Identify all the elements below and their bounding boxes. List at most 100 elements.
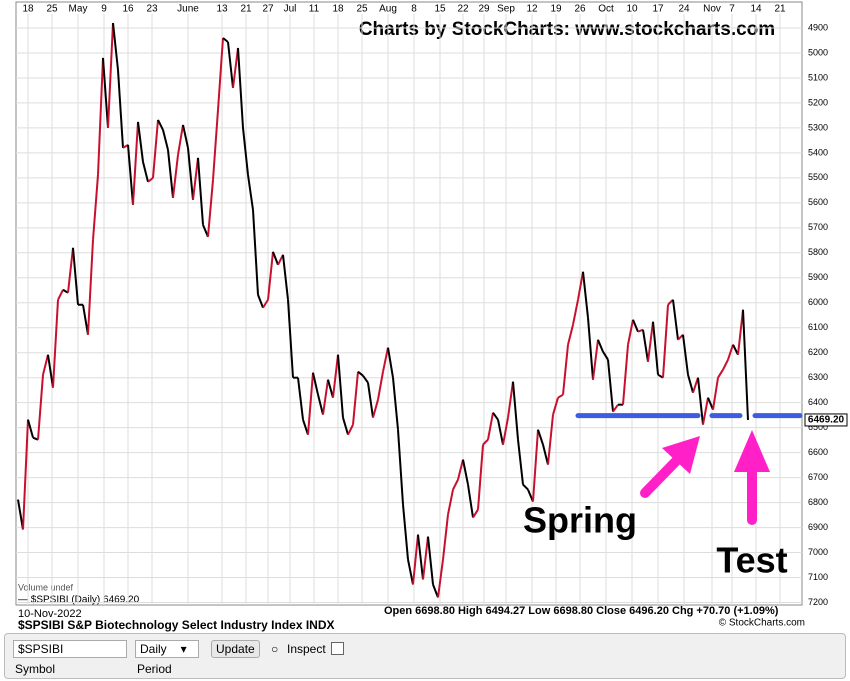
price-segment — [462, 459, 469, 485]
price-segment — [82, 304, 89, 335]
price-segment — [517, 439, 524, 485]
copyright: © StockCharts.com — [719, 618, 805, 629]
price-segment — [337, 354, 344, 418]
x-tick-label: 19 — [550, 4, 562, 15]
y-tick-label: 6500 — [808, 422, 828, 432]
price-segment — [357, 370, 364, 377]
price-segment — [147, 177, 154, 183]
price-segment — [352, 371, 359, 425]
y-tick-label: 6100 — [808, 322, 828, 332]
x-tick-label: 27 — [262, 4, 274, 15]
price-segment — [722, 359, 729, 371]
price-segment — [592, 339, 599, 380]
price-segment — [687, 374, 694, 393]
y-tick-label: 5600 — [808, 197, 828, 207]
price-segment — [387, 347, 394, 378]
price-segment — [242, 127, 249, 175]
chart: Charts by StockCharts: www.stockcharts.c… — [15, 1, 848, 632]
price-segment — [52, 299, 59, 388]
price-segment — [97, 57, 104, 175]
price-segment — [22, 419, 29, 530]
x-tick-label: 9 — [101, 4, 107, 15]
x-tick-label: 8 — [411, 4, 417, 15]
price-segment — [542, 444, 549, 465]
price-segment — [407, 559, 414, 585]
y-tick-label: 6600 — [808, 447, 828, 457]
price-segment — [632, 319, 639, 333]
price-segment — [457, 459, 464, 480]
price-segment — [232, 47, 239, 89]
x-tick-label: 11 — [309, 4, 320, 15]
price-segment — [347, 424, 354, 436]
price-segment — [167, 149, 174, 198]
price-segment — [652, 321, 659, 375]
price-segment — [467, 484, 474, 518]
price-segment — [572, 299, 579, 325]
x-tick-label: Oct — [598, 4, 614, 15]
price-segment — [597, 339, 604, 353]
period-value: Daily — [140, 642, 167, 656]
symbol-input[interactable]: $SPSIBI — [13, 640, 127, 658]
price-segment — [57, 289, 64, 301]
price-segment — [362, 375, 369, 384]
date: 10-Nov-2022 — [18, 608, 82, 620]
price-segment — [582, 271, 589, 318]
price-segment — [377, 371, 384, 400]
price-segment — [257, 294, 264, 309]
ohlc: Open 6698.80 High 6494.27 Low 6698.80 Cl… — [384, 605, 779, 617]
price-segment — [252, 209, 259, 295]
x-tick-label: 15 — [434, 4, 446, 15]
price-segment — [227, 41, 234, 89]
x-tick-label: 21 — [240, 4, 252, 15]
price-segment — [402, 504, 409, 560]
price-segment — [447, 489, 454, 515]
price-segment — [322, 379, 329, 415]
price-segment — [697, 377, 704, 425]
y-tick-label: 5400 — [808, 147, 828, 157]
price-segment — [602, 351, 609, 361]
price-segment — [72, 247, 79, 305]
price-segment — [217, 37, 224, 110]
price-segment — [607, 359, 614, 412]
y-tick-label: 7100 — [808, 572, 828, 582]
price-segment — [112, 22, 119, 71]
x-tick-label: 14 — [750, 4, 762, 15]
update-button[interactable]: Update — [211, 640, 260, 658]
inspect-checkbox[interactable] — [331, 642, 344, 655]
x-tick-label: 10 — [626, 4, 638, 15]
x-tick-label: 22 — [457, 4, 469, 15]
price-segment — [552, 397, 559, 415]
price-segment — [427, 536, 434, 585]
price-segment — [372, 399, 379, 418]
price-segment — [417, 534, 424, 580]
x-tick-label: 18 — [22, 4, 34, 15]
price-segment — [107, 22, 114, 128]
price-segment — [37, 374, 44, 440]
price-segment — [577, 271, 584, 300]
y-tick-label: 7000 — [808, 547, 828, 557]
y-tick-label: 5700 — [808, 222, 828, 232]
inspect-label: Inspect — [287, 642, 326, 656]
price-segment — [622, 344, 629, 405]
price-segment — [207, 179, 214, 237]
price-segment — [717, 369, 724, 379]
price-segment — [432, 584, 439, 598]
period-select[interactable]: Daily ▾ — [135, 640, 199, 658]
price-segment — [187, 147, 194, 200]
x-tick-label: 17 — [652, 4, 664, 15]
price-segment — [177, 124, 184, 156]
price-segment — [102, 57, 109, 128]
price-segment — [132, 121, 139, 205]
price-segment — [272, 251, 279, 266]
price-segment — [742, 309, 749, 421]
dropdown-caret: ▾ — [180, 642, 187, 656]
x-tick-label: 29 — [478, 4, 490, 15]
x-tick-label: Jul — [284, 4, 297, 15]
price-segment — [142, 161, 149, 183]
price-segment — [182, 124, 189, 149]
y-tick-label: 6900 — [808, 522, 828, 532]
price-segment — [47, 354, 54, 388]
y-tick-label: 5500 — [808, 172, 828, 182]
price-segment — [87, 239, 94, 335]
